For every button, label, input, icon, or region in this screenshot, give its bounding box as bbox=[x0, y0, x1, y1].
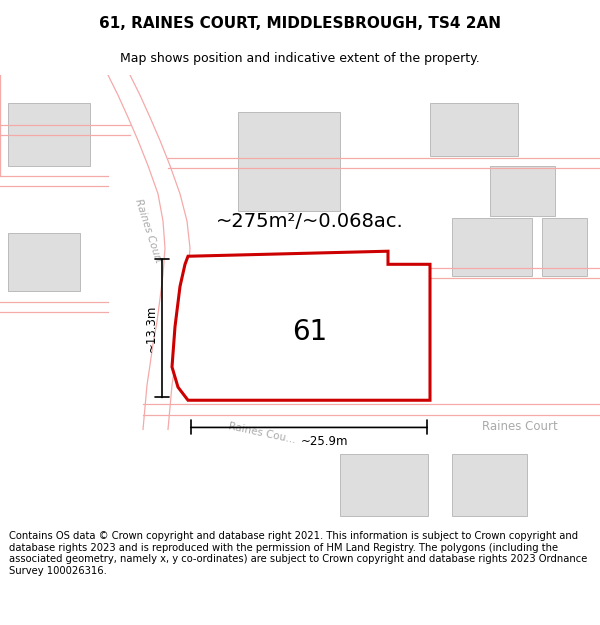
Text: ~275m²/~0.068ac.: ~275m²/~0.068ac. bbox=[216, 211, 404, 231]
Text: Map shows position and indicative extent of the property.: Map shows position and indicative extent… bbox=[120, 52, 480, 65]
Text: Raines Court: Raines Court bbox=[133, 198, 163, 264]
Bar bbox=[452, 454, 527, 516]
Bar bbox=[452, 218, 532, 276]
Polygon shape bbox=[172, 251, 430, 400]
Text: Contains OS data © Crown copyright and database right 2021. This information is : Contains OS data © Crown copyright and d… bbox=[9, 531, 587, 576]
Bar bbox=[490, 166, 555, 216]
Text: 61, RAINES COURT, MIDDLESBROUGH, TS4 2AN: 61, RAINES COURT, MIDDLESBROUGH, TS4 2AN bbox=[99, 16, 501, 31]
Bar bbox=[238, 112, 340, 211]
Bar bbox=[542, 218, 587, 276]
Text: Raines Cou...: Raines Cou... bbox=[227, 421, 296, 446]
Bar bbox=[340, 454, 428, 516]
Text: ~25.9m: ~25.9m bbox=[300, 436, 348, 449]
Bar bbox=[430, 103, 518, 156]
Text: 61: 61 bbox=[292, 318, 328, 346]
Text: Raines Court: Raines Court bbox=[482, 421, 558, 433]
Bar bbox=[8, 233, 80, 291]
Text: ~13.3m: ~13.3m bbox=[145, 304, 158, 352]
Bar bbox=[8, 103, 90, 166]
